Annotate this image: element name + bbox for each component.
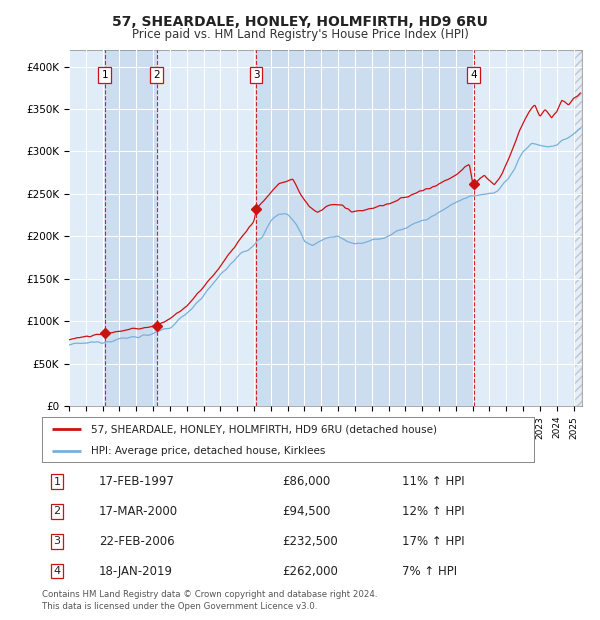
Text: 3: 3 [53, 536, 61, 546]
Text: 7% ↑ HPI: 7% ↑ HPI [402, 565, 457, 577]
Text: 18-JAN-2019: 18-JAN-2019 [99, 565, 173, 577]
Bar [69, 50, 104, 406]
Text: 3: 3 [253, 70, 260, 80]
Text: £86,000: £86,000 [282, 476, 330, 488]
Text: HPI: Average price, detached house, Kirklees: HPI: Average price, detached house, Kirk… [91, 446, 326, 456]
Text: 17% ↑ HPI: 17% ↑ HPI [402, 535, 464, 547]
Text: 11% ↑ HPI: 11% ↑ HPI [402, 476, 464, 488]
Text: £94,500: £94,500 [282, 505, 331, 518]
Text: 1: 1 [53, 477, 61, 487]
Bar [157, 50, 256, 406]
Bar [473, 50, 582, 406]
Bar [256, 50, 473, 406]
Text: 22-FEB-2006: 22-FEB-2006 [99, 535, 175, 547]
Text: 1: 1 [101, 70, 108, 80]
Text: 4: 4 [53, 566, 61, 576]
Bar [104, 50, 157, 406]
Text: 12% ↑ HPI: 12% ↑ HPI [402, 505, 464, 518]
Text: 17-MAR-2000: 17-MAR-2000 [99, 505, 178, 518]
Text: 4: 4 [470, 70, 477, 80]
Text: £262,000: £262,000 [282, 565, 338, 577]
Text: Price paid vs. HM Land Registry's House Price Index (HPI): Price paid vs. HM Land Registry's House … [131, 28, 469, 41]
Text: Contains HM Land Registry data © Crown copyright and database right 2024.
This d: Contains HM Land Registry data © Crown c… [42, 590, 377, 611]
Text: 17-FEB-1997: 17-FEB-1997 [99, 476, 175, 488]
Text: £232,500: £232,500 [282, 535, 338, 547]
Text: 57, SHEARDALE, HONLEY, HOLMFIRTH, HD9 6RU: 57, SHEARDALE, HONLEY, HOLMFIRTH, HD9 6R… [112, 15, 488, 29]
Text: 57, SHEARDALE, HONLEY, HOLMFIRTH, HD9 6RU (detached house): 57, SHEARDALE, HONLEY, HOLMFIRTH, HD9 6R… [91, 424, 437, 435]
Text: 2: 2 [53, 507, 61, 516]
Text: 2: 2 [154, 70, 160, 80]
